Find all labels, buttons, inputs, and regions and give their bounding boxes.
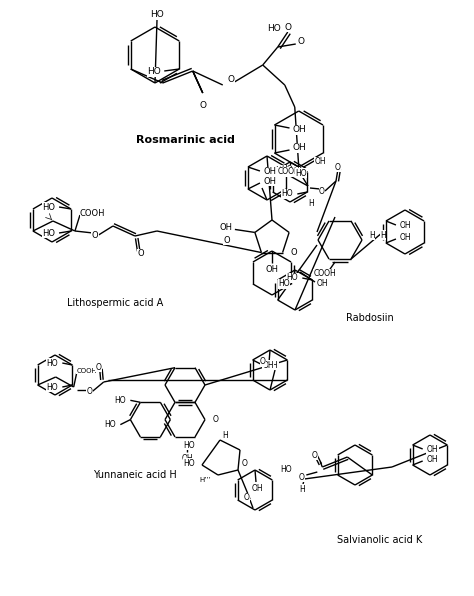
Text: HO: HO (282, 190, 293, 198)
Text: O: O (319, 187, 325, 195)
Text: OH: OH (265, 265, 279, 274)
Text: OH: OH (251, 484, 263, 493)
Text: O: O (299, 473, 304, 482)
Text: COOH: COOH (314, 269, 337, 278)
Text: HO: HO (281, 465, 292, 474)
Text: O: O (291, 248, 297, 257)
Text: O: O (213, 415, 219, 424)
Text: OH: OH (262, 361, 274, 370)
Text: Yunnaneic acid H: Yunnaneic acid H (93, 470, 177, 480)
Text: HO: HO (282, 166, 293, 175)
Text: O: O (260, 358, 266, 367)
Text: O: O (244, 493, 250, 502)
Text: Lithospermic acid A: Lithospermic acid A (67, 298, 163, 308)
Text: H: H (369, 231, 375, 240)
Text: O: O (87, 387, 92, 396)
Text: O: O (96, 362, 101, 371)
Text: HO: HO (295, 169, 307, 178)
Text: H: H (380, 231, 386, 240)
Text: O: O (137, 250, 144, 259)
Text: COOH: COOH (77, 368, 98, 374)
Text: HO: HO (287, 274, 298, 283)
Text: HO: HO (42, 228, 55, 237)
Text: OH: OH (264, 167, 277, 176)
Text: Rosmarinic acid: Rosmarinic acid (136, 135, 235, 145)
Text: HO: HO (115, 396, 127, 405)
Text: H’’’: H’’’ (199, 477, 211, 483)
Text: HO: HO (47, 359, 58, 368)
Text: OH: OH (264, 176, 277, 185)
Text: OH: OH (181, 454, 193, 462)
Text: OH: OH (292, 144, 306, 153)
Text: O: O (298, 38, 305, 46)
Text: OH: OH (427, 455, 438, 464)
Text: O: O (91, 231, 98, 241)
Text: COOH: COOH (80, 209, 105, 218)
Text: H: H (300, 485, 305, 493)
Text: OH: OH (292, 126, 306, 135)
Text: HO: HO (278, 280, 290, 288)
Text: HO: HO (267, 24, 281, 33)
Text: HO: HO (150, 10, 164, 19)
Text: HO: HO (183, 440, 195, 449)
Text: HO: HO (147, 67, 161, 76)
Text: OH: OH (220, 223, 233, 232)
Text: HO: HO (42, 203, 55, 212)
Text: O: O (242, 458, 248, 467)
Text: OH: OH (427, 445, 438, 455)
Text: O: O (311, 451, 317, 460)
Text: Rabdosiin: Rabdosiin (346, 313, 394, 323)
Text: Salvianolic acid K: Salvianolic acid K (337, 535, 423, 545)
Text: O: O (228, 76, 235, 85)
Text: OH: OH (314, 157, 326, 166)
Text: HO: HO (275, 166, 289, 175)
Text: O: O (199, 101, 206, 110)
Text: O: O (335, 163, 341, 172)
Text: H: H (308, 200, 314, 209)
Text: H: H (222, 430, 228, 439)
Text: OH: OH (317, 280, 328, 288)
Text: HO: HO (105, 420, 116, 429)
Text: OH: OH (267, 361, 278, 370)
Text: OH: OH (400, 234, 411, 243)
Text: HO: HO (47, 383, 58, 392)
Text: O: O (223, 236, 230, 245)
Text: OH: OH (400, 222, 411, 231)
Text: O: O (284, 23, 291, 32)
Text: COOH: COOH (277, 167, 300, 176)
Text: HO: HO (183, 458, 195, 467)
